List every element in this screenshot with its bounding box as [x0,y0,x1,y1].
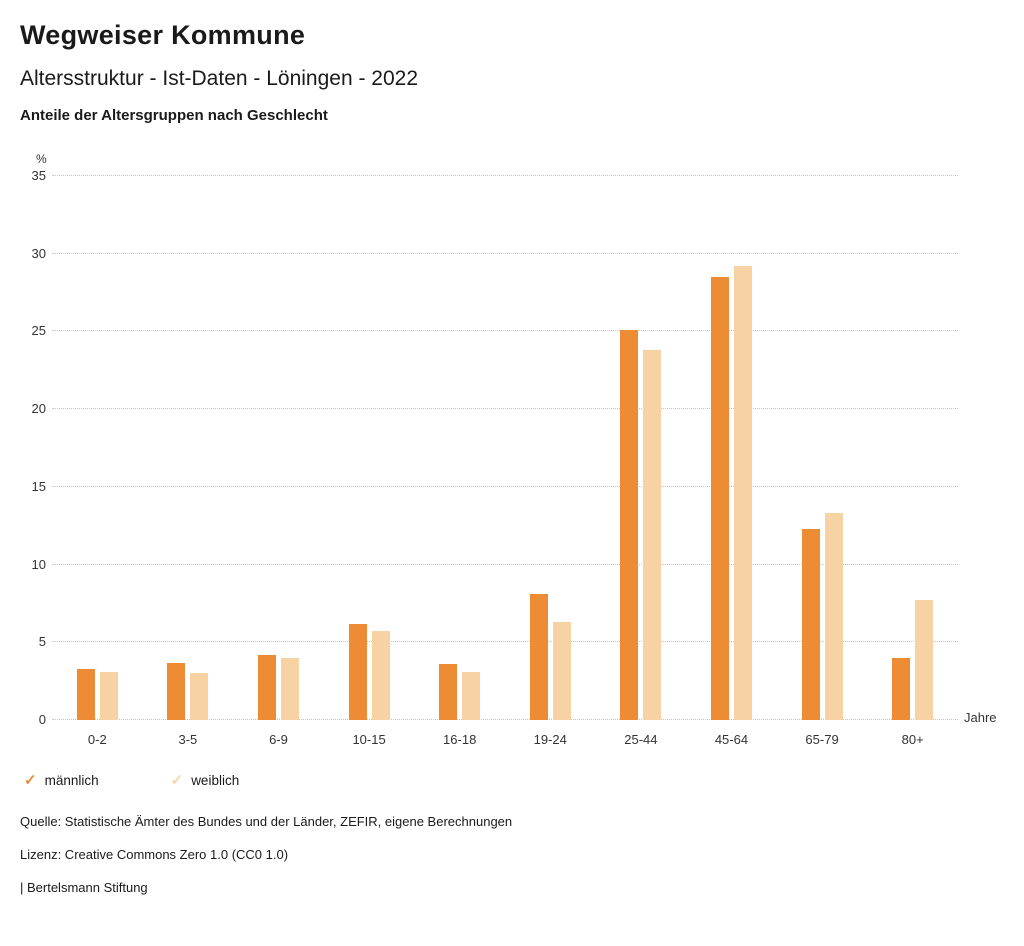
gridlines [52,175,958,720]
bar-group-10-15 [324,176,415,720]
bar-weiblich-3-5 [190,673,209,720]
legend-item-männlich: ✓ männlich [24,773,99,788]
bar-männlich-16-18 [439,664,458,720]
y-tick-label-35: 35 [31,168,46,183]
footer: Quelle: Statistische Ämter des Bundes un… [20,814,1004,895]
bar-group-65-79 [777,176,868,720]
bar-weiblich-45-64 [733,266,752,720]
plot-row: 0 5 10 15 20 25 30 35 Jahre [20,168,1004,727]
y-tick-label-10: 10 [31,556,46,572]
bar-chart: % 0 5 10 15 20 25 30 35 Jahre 0-2 3-5 6-9 10-15 16-… [20,152,1004,747]
plot-area [52,175,958,720]
page-subtitle: Altersstruktur - Ist-Daten - Löningen - … [20,67,419,90]
bar-group-19-24 [505,176,596,720]
x-tick-label-19-24: 19-24 [533,732,567,747]
legend: ✓ männlich ✓ weiblich [24,773,1004,788]
x-tick-label-80+: 80+ [901,732,924,747]
check-icon: ✓ [170,772,184,789]
y-tick-label-30: 30 [31,245,46,261]
attribution-note: | Bertelsmann Stiftung [20,880,148,895]
legend-label: weiblich [191,773,240,788]
bar-männlich-45-64 [710,277,729,720]
check-icon: ✓ [24,772,37,789]
y-tick-label-25: 25 [31,323,46,339]
y-tick-label-15: 15 [31,478,46,494]
bar-weiblich-10-15 [371,631,390,720]
x-tick-label-10-15: 10-15 [352,732,386,747]
bar-weiblich-65-79 [824,513,843,720]
bar-group-80+ [867,176,958,720]
gridline-20 [52,408,958,410]
legend-label: männlich [44,773,99,788]
bar-männlich-10-15 [348,623,367,720]
legend-item-weiblich: ✓ weiblich [171,773,240,788]
x-tick-label-65-79: 65-79 [805,732,839,747]
gridline-35 [52,175,958,176]
bar-group-16-18 [414,176,505,720]
bar-weiblich-0-2 [99,671,118,720]
gridline-0 [52,719,958,720]
bar-group-3-5 [143,176,234,720]
gridline-30 [52,252,958,254]
bar-männlich-80+ [892,657,911,720]
bar-männlich-65-79 [801,528,820,720]
x-tick-label-25-44: 25-44 [624,732,658,747]
bar-weiblich-80+ [915,600,934,720]
x-tick-label-3-5: 3-5 [178,732,198,747]
x-tick-label-45-64: 45-64 [714,732,749,747]
bar-group-0-2 [52,176,143,720]
bar-männlich-25-44 [620,329,639,720]
y-axis-unit-label: % [36,152,47,166]
bar-männlich-0-2 [76,668,95,720]
license-note: Lizenz: Creative Commons Zero 1.0 (CC0 1… [20,847,289,862]
bar-männlich-19-24 [529,594,548,720]
x-axis-tick-labels: 0-2 3-5 6-9 10-15 16-18 19-24 25-44 45-64 65-79 8… [52,732,958,747]
bar-group-6-9 [233,176,324,720]
x-axis-label: Jahre [964,710,997,725]
bars [52,176,958,720]
bar-group-25-44 [596,176,687,720]
bar-weiblich-25-44 [643,350,662,720]
y-tick-label-5: 5 [38,634,46,650]
bar-group-45-64 [686,176,777,720]
x-tick-label-0-2: 0-2 [87,732,107,747]
bar-weiblich-19-24 [552,622,571,720]
source-note: Quelle: Statistische Ämter des Bundes un… [20,814,513,829]
page-title: Wegweiser Kommune [20,20,306,50]
bar-männlich-3-5 [167,662,186,720]
y-tick-label-0: 0 [38,712,46,727]
x-tick-label-16-18: 16-18 [443,732,477,747]
bar-weiblich-16-18 [462,671,481,720]
x-tick-label-6-9: 6-9 [269,732,288,747]
y-tick-label-20: 20 [31,401,46,417]
gridline-25 [52,330,958,332]
gridline-10 [52,563,958,565]
gridline-15 [52,485,958,487]
bar-männlich-6-9 [257,654,276,720]
bar-weiblich-6-9 [280,657,299,720]
chart-title: Anteile der Altersgruppen nach Geschlech… [20,107,328,124]
y-axis: 0 5 10 15 20 25 30 35 [20,168,52,727]
gridline-5 [52,641,958,643]
